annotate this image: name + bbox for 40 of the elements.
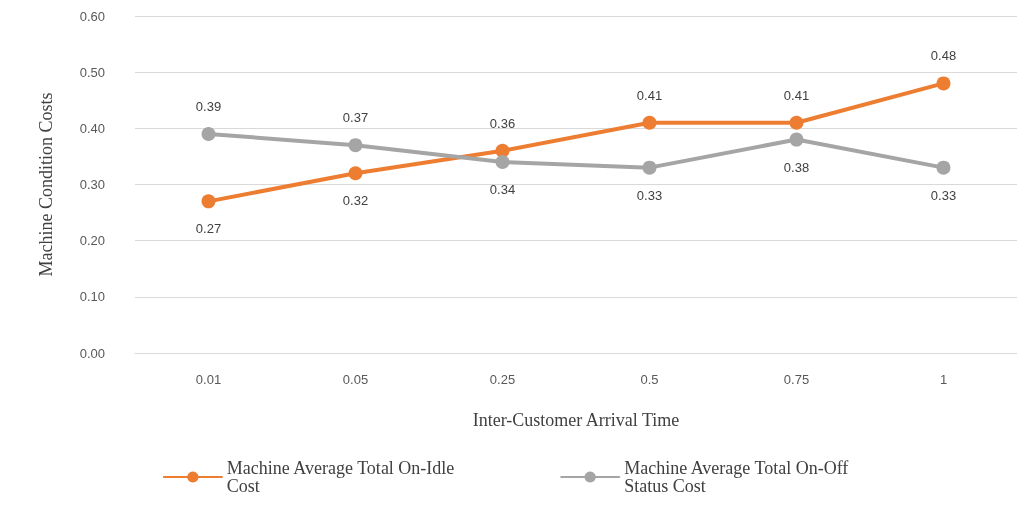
data-label: 0.41 bbox=[636, 87, 663, 103]
point bbox=[936, 160, 951, 175]
y-tick-label: 0.30 bbox=[79, 177, 105, 192]
data-label: 0.33 bbox=[636, 187, 663, 203]
data-label: 0.39 bbox=[195, 98, 222, 114]
y-tick-label: 0.60 bbox=[79, 8, 105, 24]
data-label: 0.41 bbox=[783, 87, 810, 103]
y-tick-label: 0.00 bbox=[79, 345, 105, 361]
point bbox=[495, 155, 510, 170]
point bbox=[936, 76, 951, 91]
point bbox=[348, 166, 363, 181]
x-tick-label: 0.01 bbox=[195, 372, 222, 387]
y-tick-label: 0.10 bbox=[79, 289, 105, 305]
data-label: 0.34 bbox=[489, 182, 516, 198]
point bbox=[642, 115, 657, 130]
data-label: 0.37 bbox=[342, 110, 369, 126]
data-label: 0.48 bbox=[930, 48, 957, 64]
legend-label: Machine Average Total On-Idle Cost bbox=[226, 458, 459, 496]
point bbox=[789, 115, 804, 130]
point bbox=[789, 132, 804, 147]
legend-label: Machine Average Total On-Off Status Cost bbox=[624, 458, 853, 496]
point bbox=[201, 194, 216, 209]
x-tick-label: 0.25 bbox=[489, 372, 516, 387]
point bbox=[642, 160, 657, 175]
y-tick-label: 0.50 bbox=[79, 64, 105, 80]
y-axis-title: Machine Condition Costs bbox=[36, 92, 56, 277]
data-label: 0.27 bbox=[195, 221, 222, 237]
data-label: 0.32 bbox=[342, 193, 369, 209]
point bbox=[348, 138, 363, 153]
x-tick-label: 0.05 bbox=[342, 372, 369, 387]
data-label: 0.36 bbox=[489, 115, 516, 131]
data-label: 0.33 bbox=[930, 187, 957, 203]
x-tick-label: 0.75 bbox=[783, 372, 810, 387]
x-axis-title: Inter-Customer Arrival Time bbox=[472, 410, 680, 430]
y-tick-label: 0.40 bbox=[79, 120, 105, 136]
x-tick-label: 1 bbox=[939, 372, 948, 387]
point bbox=[201, 126, 216, 141]
x-tick-label: 0.5 bbox=[640, 372, 659, 387]
data-label: 0.38 bbox=[783, 159, 810, 175]
y-tick-label: 0.20 bbox=[79, 233, 105, 249]
